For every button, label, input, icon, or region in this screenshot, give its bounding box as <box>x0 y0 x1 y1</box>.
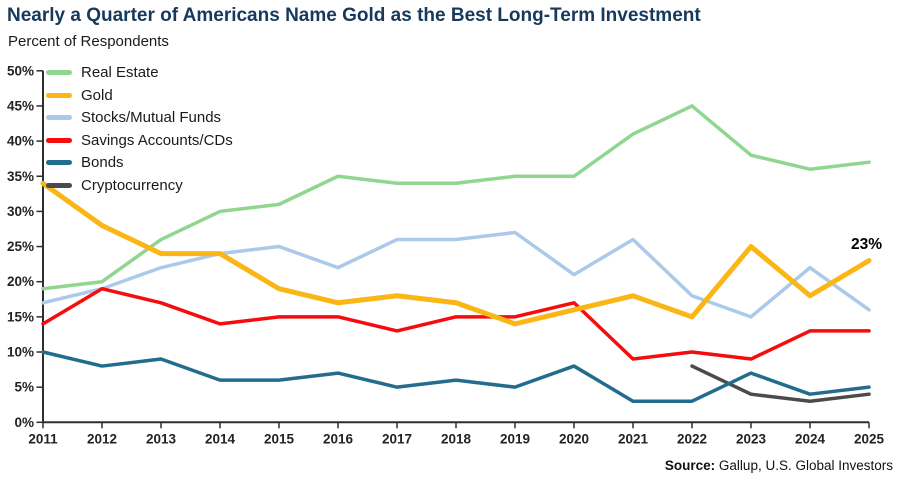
legend-label: Savings Accounts/CDs <box>81 131 233 149</box>
legend-swatch <box>46 92 72 98</box>
y-tick-label: 40% <box>7 134 34 149</box>
line-savings-accounts-cds <box>41 286 871 361</box>
legend-swatch <box>46 115 72 121</box>
source-note: Source: Gallup, U.S. Global Investors <box>665 458 893 473</box>
legend-item-cryptocurrency: Cryptocurrency <box>46 177 233 194</box>
gold-value-label: 23% <box>850 236 882 253</box>
chart-legend: Real Estate Gold Stocks/Mutual Funds Saving… <box>46 64 233 200</box>
legend-label: Stocks/Mutual Funds <box>81 109 222 127</box>
legend-swatch <box>46 70 72 75</box>
legend-label: Gold <box>81 86 113 104</box>
legend-item-real-estate: Real Estate <box>46 64 233 81</box>
x-tick-label: 2012 <box>87 431 117 446</box>
x-tick-label: 2024 <box>795 431 826 446</box>
source-label: Source: <box>664 458 716 473</box>
y-tick-label: 30% <box>7 204 34 219</box>
line-cryptocurrency <box>690 364 871 403</box>
chart-title: Nearly a Quarter of Americans Name Gold … <box>7 5 701 26</box>
line-bonds <box>41 350 871 403</box>
x-tick-label: 2013 <box>146 431 177 446</box>
line-real-estate <box>41 104 871 291</box>
legend-item-savings-accounts-cds: Savings Accounts/CDs <box>46 132 233 149</box>
x-tick-label: 2020 <box>559 431 589 446</box>
legend-label: Bonds <box>81 154 124 172</box>
legend-swatch <box>46 137 72 143</box>
x-tick-label: 2021 <box>618 431 649 446</box>
x-tick-label: 2023 <box>736 431 767 446</box>
y-tick-label: 35% <box>7 169 34 184</box>
y-tick-label: 10% <box>7 345 34 360</box>
y-tick-label: 45% <box>7 98 34 113</box>
legend-item-bonds: Bonds <box>46 154 233 171</box>
x-tick-label: 2016 <box>323 431 354 446</box>
x-tick-label: 2019 <box>500 431 530 446</box>
legend-label: Cryptocurrency <box>81 176 183 194</box>
chart-subtitle: Percent of Respondents <box>8 33 169 50</box>
line-gold <box>40 180 872 327</box>
y-tick-label: 5% <box>14 380 34 395</box>
legend-swatch <box>46 160 72 166</box>
y-tick-label: 25% <box>7 239 34 254</box>
y-tick-label: 20% <box>7 274 34 289</box>
legend-item-gold: Gold <box>46 87 233 104</box>
y-tick-label: 0% <box>14 415 34 430</box>
legend-label: Real Estate <box>81 64 159 81</box>
x-tick-label: 2015 <box>264 431 295 446</box>
x-tick-label: 2022 <box>677 431 707 446</box>
legend-item-stocks-mutual-funds: Stocks/Mutual Funds <box>46 109 233 126</box>
y-tick-label: 50% <box>7 63 34 78</box>
y-tick-label: 15% <box>7 309 34 324</box>
x-tick-label: 2018 <box>441 431 472 446</box>
source-text: Gallup, U.S. Global Investors <box>715 458 893 473</box>
x-tick-label: 2025 <box>854 431 885 446</box>
x-tick-label: 2014 <box>205 431 236 446</box>
x-tick-label: 2017 <box>382 431 412 446</box>
legend-swatch <box>46 182 72 188</box>
line-stocks-mutual-funds <box>41 230 871 319</box>
x-tick-label: 2011 <box>28 431 58 446</box>
